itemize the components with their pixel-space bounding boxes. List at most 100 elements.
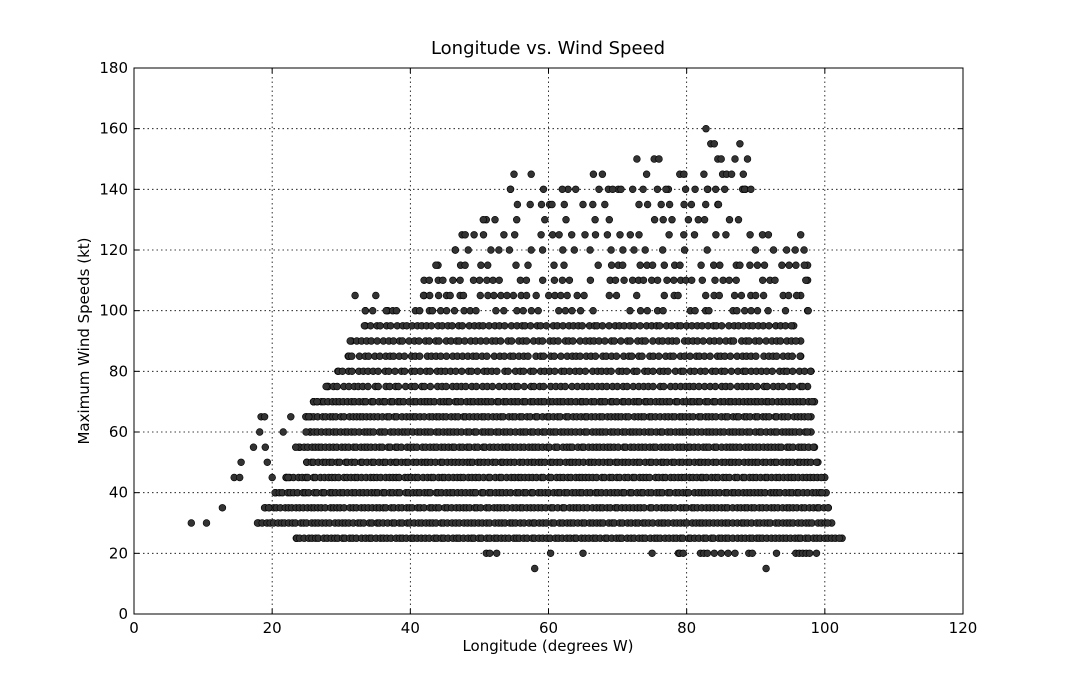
data-point: [526, 200, 534, 209]
data-point: [620, 276, 628, 284]
data-point: [394, 382, 403, 391]
data-point: [743, 155, 752, 163]
data-point: [684, 216, 693, 224]
data-point: [487, 246, 495, 254]
data-point: [612, 352, 621, 360]
data-point: [806, 367, 815, 375]
data-point: [348, 367, 356, 375]
data-point: [568, 307, 576, 315]
data-point: [740, 307, 749, 315]
data-point: [702, 124, 710, 133]
data-point: [711, 185, 720, 194]
data-point: [595, 185, 603, 194]
data-point: [812, 549, 821, 557]
data-point: [800, 261, 808, 269]
data-point: [747, 307, 755, 315]
data-point: [346, 337, 354, 345]
data-point: [617, 185, 625, 194]
data-point: [601, 200, 609, 209]
data-point: [607, 261, 616, 269]
data-point: [636, 307, 645, 315]
data-point: [477, 261, 485, 269]
data-point: [726, 352, 735, 360]
data-point: [562, 216, 570, 224]
data-point: [555, 231, 563, 239]
data-point: [762, 564, 770, 573]
data-point: [435, 337, 443, 345]
data-point: [635, 200, 643, 209]
data-point: [501, 322, 509, 330]
data-point: [364, 352, 373, 360]
data-point: [748, 549, 756, 557]
data-point: [419, 291, 428, 300]
data-point: [369, 307, 377, 315]
data-point: [460, 307, 468, 315]
data-point: [364, 382, 372, 391]
data-point: [401, 367, 409, 375]
data-point: [792, 261, 800, 269]
data-point: [788, 367, 797, 375]
data-point: [500, 231, 508, 239]
data-point: [663, 276, 671, 284]
y-tick-label: 160: [99, 120, 128, 138]
data-point: [626, 307, 634, 315]
data-point: [470, 231, 478, 239]
x-tick-label: 80: [677, 619, 696, 637]
data-point: [633, 367, 641, 375]
data-point: [442, 382, 450, 391]
data-point: [524, 352, 532, 360]
data-point: [473, 367, 482, 375]
data-point: [570, 246, 578, 254]
data-point: [746, 231, 754, 239]
data-point: [764, 231, 773, 239]
data-point: [817, 473, 825, 482]
data-point: [449, 276, 457, 284]
y-tick-label: 0: [118, 605, 128, 623]
data-point: [458, 322, 467, 330]
data-point: [268, 473, 276, 482]
x-tick-labels: 0 20 40 60 80 100 120: [129, 619, 977, 637]
data-point: [484, 261, 492, 269]
data-point: [529, 367, 538, 375]
data-point: [539, 382, 548, 391]
data-point: [382, 307, 390, 315]
data-point: [772, 352, 781, 360]
y-tick-label: 60: [109, 423, 128, 441]
data-point: [187, 519, 196, 527]
data-point: [785, 261, 793, 269]
data-point: [451, 246, 460, 254]
data-point: [787, 322, 795, 330]
data-point: [781, 307, 790, 315]
data-point: [664, 367, 672, 375]
data-point: [747, 185, 755, 194]
data-point: [322, 382, 330, 391]
data-point: [660, 291, 668, 300]
data-point: [472, 307, 480, 315]
data-point: [755, 337, 764, 345]
y-tick-labels: 0 20 40 60 80 100 120 140 160 180: [99, 59, 128, 623]
y-tick-label: 120: [99, 241, 128, 259]
data-point: [348, 352, 356, 360]
data-point: [538, 246, 547, 254]
data-point: [581, 231, 589, 239]
data-point: [691, 185, 699, 194]
data-point: [835, 534, 843, 542]
data-point: [389, 337, 398, 345]
data-point: [724, 549, 732, 557]
data-point: [415, 337, 423, 345]
data-point: [489, 276, 497, 284]
data-point: [618, 261, 627, 269]
data-point: [638, 352, 646, 360]
data-point: [818, 489, 826, 497]
y-axis-label: Maximum Wind Speeds (kt): [75, 237, 93, 444]
data-point: [628, 185, 637, 194]
data-point: [733, 307, 741, 315]
data-point: [493, 367, 501, 375]
data-point: [476, 291, 484, 300]
data-point: [803, 428, 811, 436]
data-point: [237, 458, 245, 466]
data-point: [292, 443, 300, 451]
data-point: [569, 337, 577, 345]
x-tick-label: 40: [401, 619, 420, 637]
data-point: [372, 291, 380, 300]
